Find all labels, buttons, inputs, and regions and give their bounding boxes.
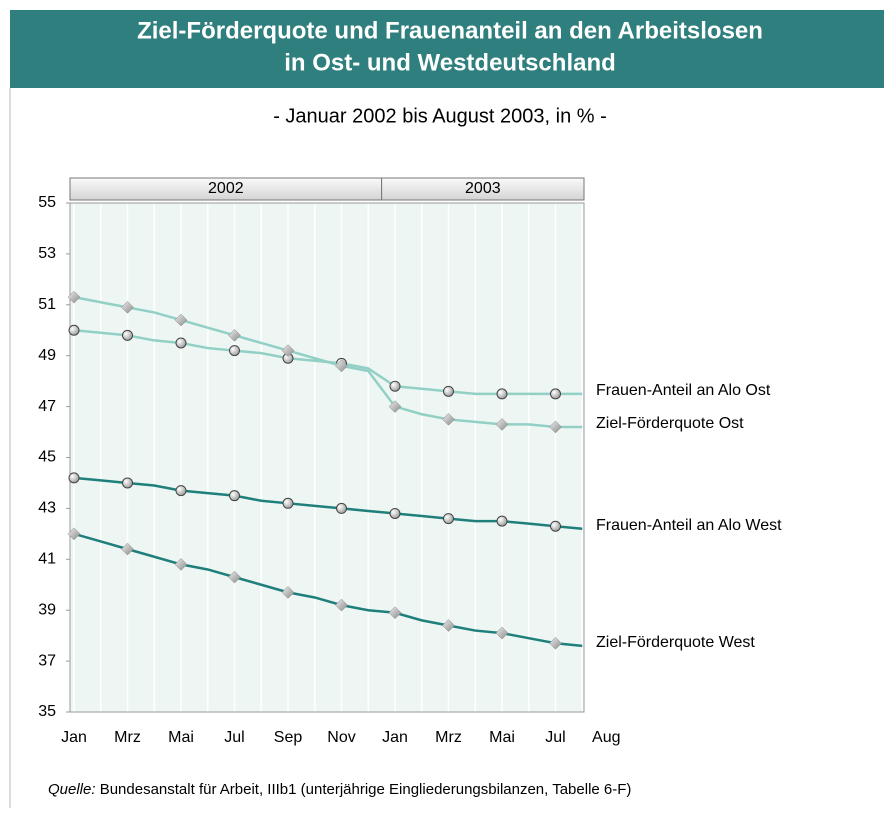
marker (67, 527, 81, 541)
marker (68, 472, 80, 484)
marker (174, 313, 188, 327)
marker (281, 586, 295, 599)
y-tick-label: 35 (38, 703, 56, 720)
marker (443, 385, 454, 397)
marker (336, 502, 347, 514)
source-label: Quelle: (48, 781, 96, 798)
y-tick-label: 55 (38, 194, 56, 211)
marker (228, 570, 241, 584)
x-tick-label: Nov (327, 729, 355, 746)
plot-area (70, 203, 584, 712)
marker (281, 344, 295, 357)
marker (229, 490, 240, 502)
x-tick-label: Jan (382, 729, 408, 746)
y-tick-label: 41 (38, 551, 56, 568)
x-tick-label: Mrz (114, 729, 141, 746)
marker (174, 558, 188, 571)
marker (389, 380, 401, 392)
marker (495, 626, 509, 640)
marker (549, 420, 562, 434)
series-label: Frauen-Anteil an Alo Ost (596, 382, 771, 399)
chart-title: Ziel-Förderquote und Frauenanteil an den… (137, 17, 763, 44)
x-tick-label: Sep (274, 729, 303, 746)
year-label: 2002 (208, 180, 244, 197)
marker (495, 418, 509, 431)
year-band (381, 177, 585, 201)
source: Quelle: Bundesanstalt für Arbeit, IIIb1 … (48, 781, 631, 798)
series-label: Ziel-Förderquote Ost (596, 415, 744, 432)
y-tick-label: 51 (38, 296, 56, 313)
year-label: 2003 (465, 180, 501, 197)
marker (335, 359, 348, 373)
marker (175, 485, 187, 497)
marker (496, 388, 508, 400)
marker (443, 513, 454, 525)
x-tick-label: Mrz (435, 729, 462, 746)
header-bar (10, 10, 884, 88)
marker (228, 328, 241, 342)
x-tick-label: Aug (592, 729, 620, 746)
marker (122, 329, 133, 341)
marker (388, 400, 402, 413)
marker (229, 345, 240, 357)
marker (550, 520, 561, 532)
source-text: Bundesanstalt für Arbeit, IIIb1 (unterjä… (100, 781, 632, 798)
chart-subtitle: - Januar 2002 bis August 2003, in % - (273, 105, 607, 127)
marker (282, 497, 294, 509)
x-tick-label: Jul (224, 729, 244, 746)
y-tick-label: 53 (38, 245, 56, 262)
marker (335, 598, 348, 612)
marker (121, 542, 134, 556)
marker (442, 412, 455, 426)
y-tick-label: 47 (38, 398, 56, 415)
marker (496, 515, 508, 527)
y-tick-label: 43 (38, 500, 56, 517)
marker (122, 477, 133, 489)
marker (67, 290, 81, 304)
y-tick-label: 49 (38, 347, 56, 364)
x-tick-label: Jan (61, 729, 87, 746)
chart-title: in Ost- und Westdeutschland (284, 49, 616, 76)
x-tick-label: Jul (545, 729, 565, 746)
marker (121, 300, 134, 314)
marker (389, 507, 401, 519)
marker (388, 606, 402, 620)
series-label: Ziel-Förderquote West (596, 634, 755, 651)
marker (68, 324, 80, 336)
y-tick-label: 37 (38, 652, 56, 669)
marker (549, 636, 562, 650)
marker (550, 388, 561, 400)
marker (442, 619, 455, 632)
series-label: Frauen-Anteil an Alo West (596, 517, 782, 534)
x-tick-label: Mai (168, 729, 194, 746)
x-tick-label: Mai (489, 729, 515, 746)
marker (175, 337, 187, 349)
y-tick-label: 45 (38, 449, 56, 466)
y-tick-label: 39 (38, 601, 56, 618)
